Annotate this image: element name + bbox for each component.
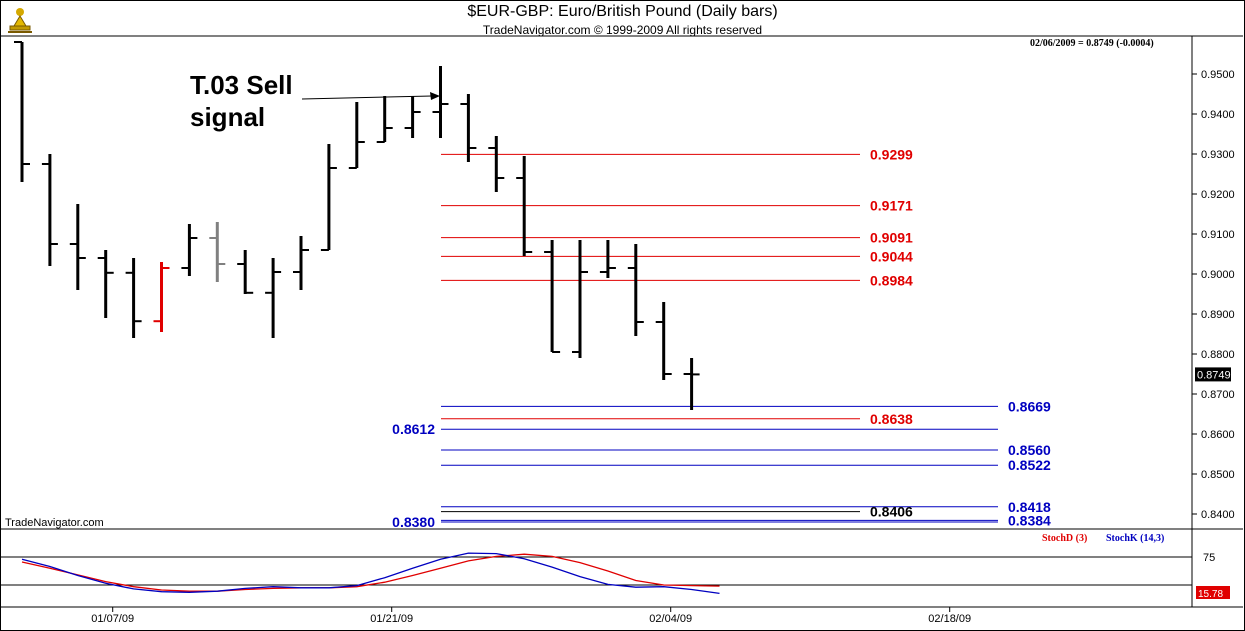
level-label: 0.8669 [1008,398,1051,414]
x-tick-label: 02/18/09 [928,613,971,625]
sell-signal-arrowhead-icon [430,92,440,100]
y-tick-label: 0.9200 [1201,189,1235,201]
last-price-label: 0.8749 [1197,369,1231,381]
legend-stoch-k: StochK (14,3) [1106,533,1164,544]
trade-navigator-logo-icon [4,4,36,36]
level-label: 0.8522 [1008,457,1051,473]
y-tick-label: 0.9400 [1201,109,1235,121]
level-label: 0.8612 [392,421,435,437]
x-tick-label: 01/07/09 [91,613,134,625]
level-label: 0.8380 [392,514,435,530]
x-tick-label: 02/04/09 [649,613,692,625]
copyright-text: TradeNavigator.com © 1999-2009 All right… [482,23,763,37]
y-tick-label: 0.8500 [1201,469,1235,481]
last-quote-readout: 02/06/2009 = 0.8749 (-0.0004) [1030,38,1154,49]
y-tick-label: 0.9300 [1201,149,1235,161]
sell-signal-line2: signal [190,102,266,132]
level-label: 0.8406 [870,504,913,520]
watermark-text: TradeNavigator.com [5,517,104,529]
y-tick-label: 0.9500 [1201,69,1235,81]
stoch-last-label: 15.78 [1198,589,1223,600]
level-label: 0.8418 [1008,499,1051,515]
stoch-series-line [21,552,720,595]
last-price-box [1195,367,1231,382]
level-label: 0.9171 [870,198,913,214]
chart-title: $EUR-GBP: Euro/British Pound (Daily bars… [467,3,778,20]
legend-stoch-d: StochD (3) [1042,533,1087,544]
level-label: 0.9091 [870,230,913,246]
y-tick-label: 0.8900 [1201,309,1235,321]
y-tick-label: 0.8700 [1201,389,1235,401]
y-tick-label: 0.9100 [1201,229,1235,241]
stoch-y-tick-label: 75 [1203,552,1215,564]
level-label: 0.8984 [870,272,913,288]
sell-signal-annotation: T.03 Sell signal [190,69,320,133]
level-label: 0.8638 [870,411,913,427]
y-tick-label: 0.8600 [1201,429,1235,441]
sell-signal-arrow-line [301,95,433,100]
x-tick-label: 01/21/09 [370,613,413,625]
sell-signal-line1: T.03 Sell [190,70,293,100]
y-tick-label: 0.8800 [1201,349,1235,361]
y-tick-label: 0.8400 [1201,509,1235,521]
y-tick-label: 0.9000 [1201,269,1235,281]
stoch-series-line [21,553,720,592]
level-label: 0.8384 [1008,512,1051,528]
level-label: 0.9044 [870,248,913,264]
stoch-last-box [1196,586,1230,599]
level-label: 0.8560 [1008,442,1051,458]
level-label: 0.9299 [870,146,913,162]
